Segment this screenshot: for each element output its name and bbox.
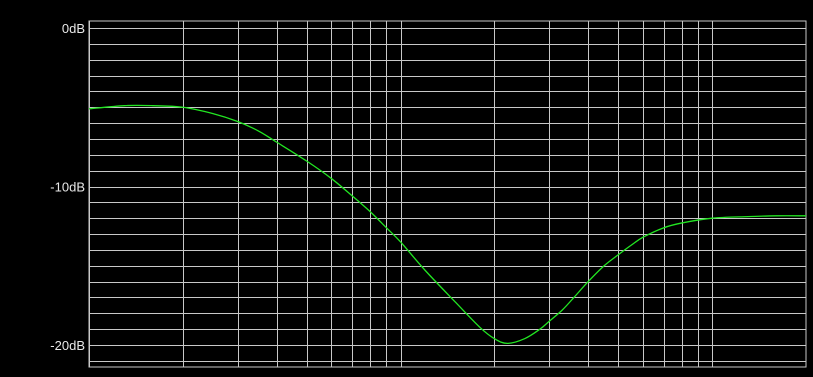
y-tick-label: 0dB: [62, 21, 85, 36]
response-curve: [88, 104, 807, 345]
y-tick-label: -10dB: [50, 180, 85, 195]
curve-layer: [88, 104, 807, 345]
grid: [88, 20, 807, 368]
y-axis-labels: 0dB -10dB -20dB: [50, 21, 85, 353]
y-tick-label: -20dB: [50, 338, 85, 353]
